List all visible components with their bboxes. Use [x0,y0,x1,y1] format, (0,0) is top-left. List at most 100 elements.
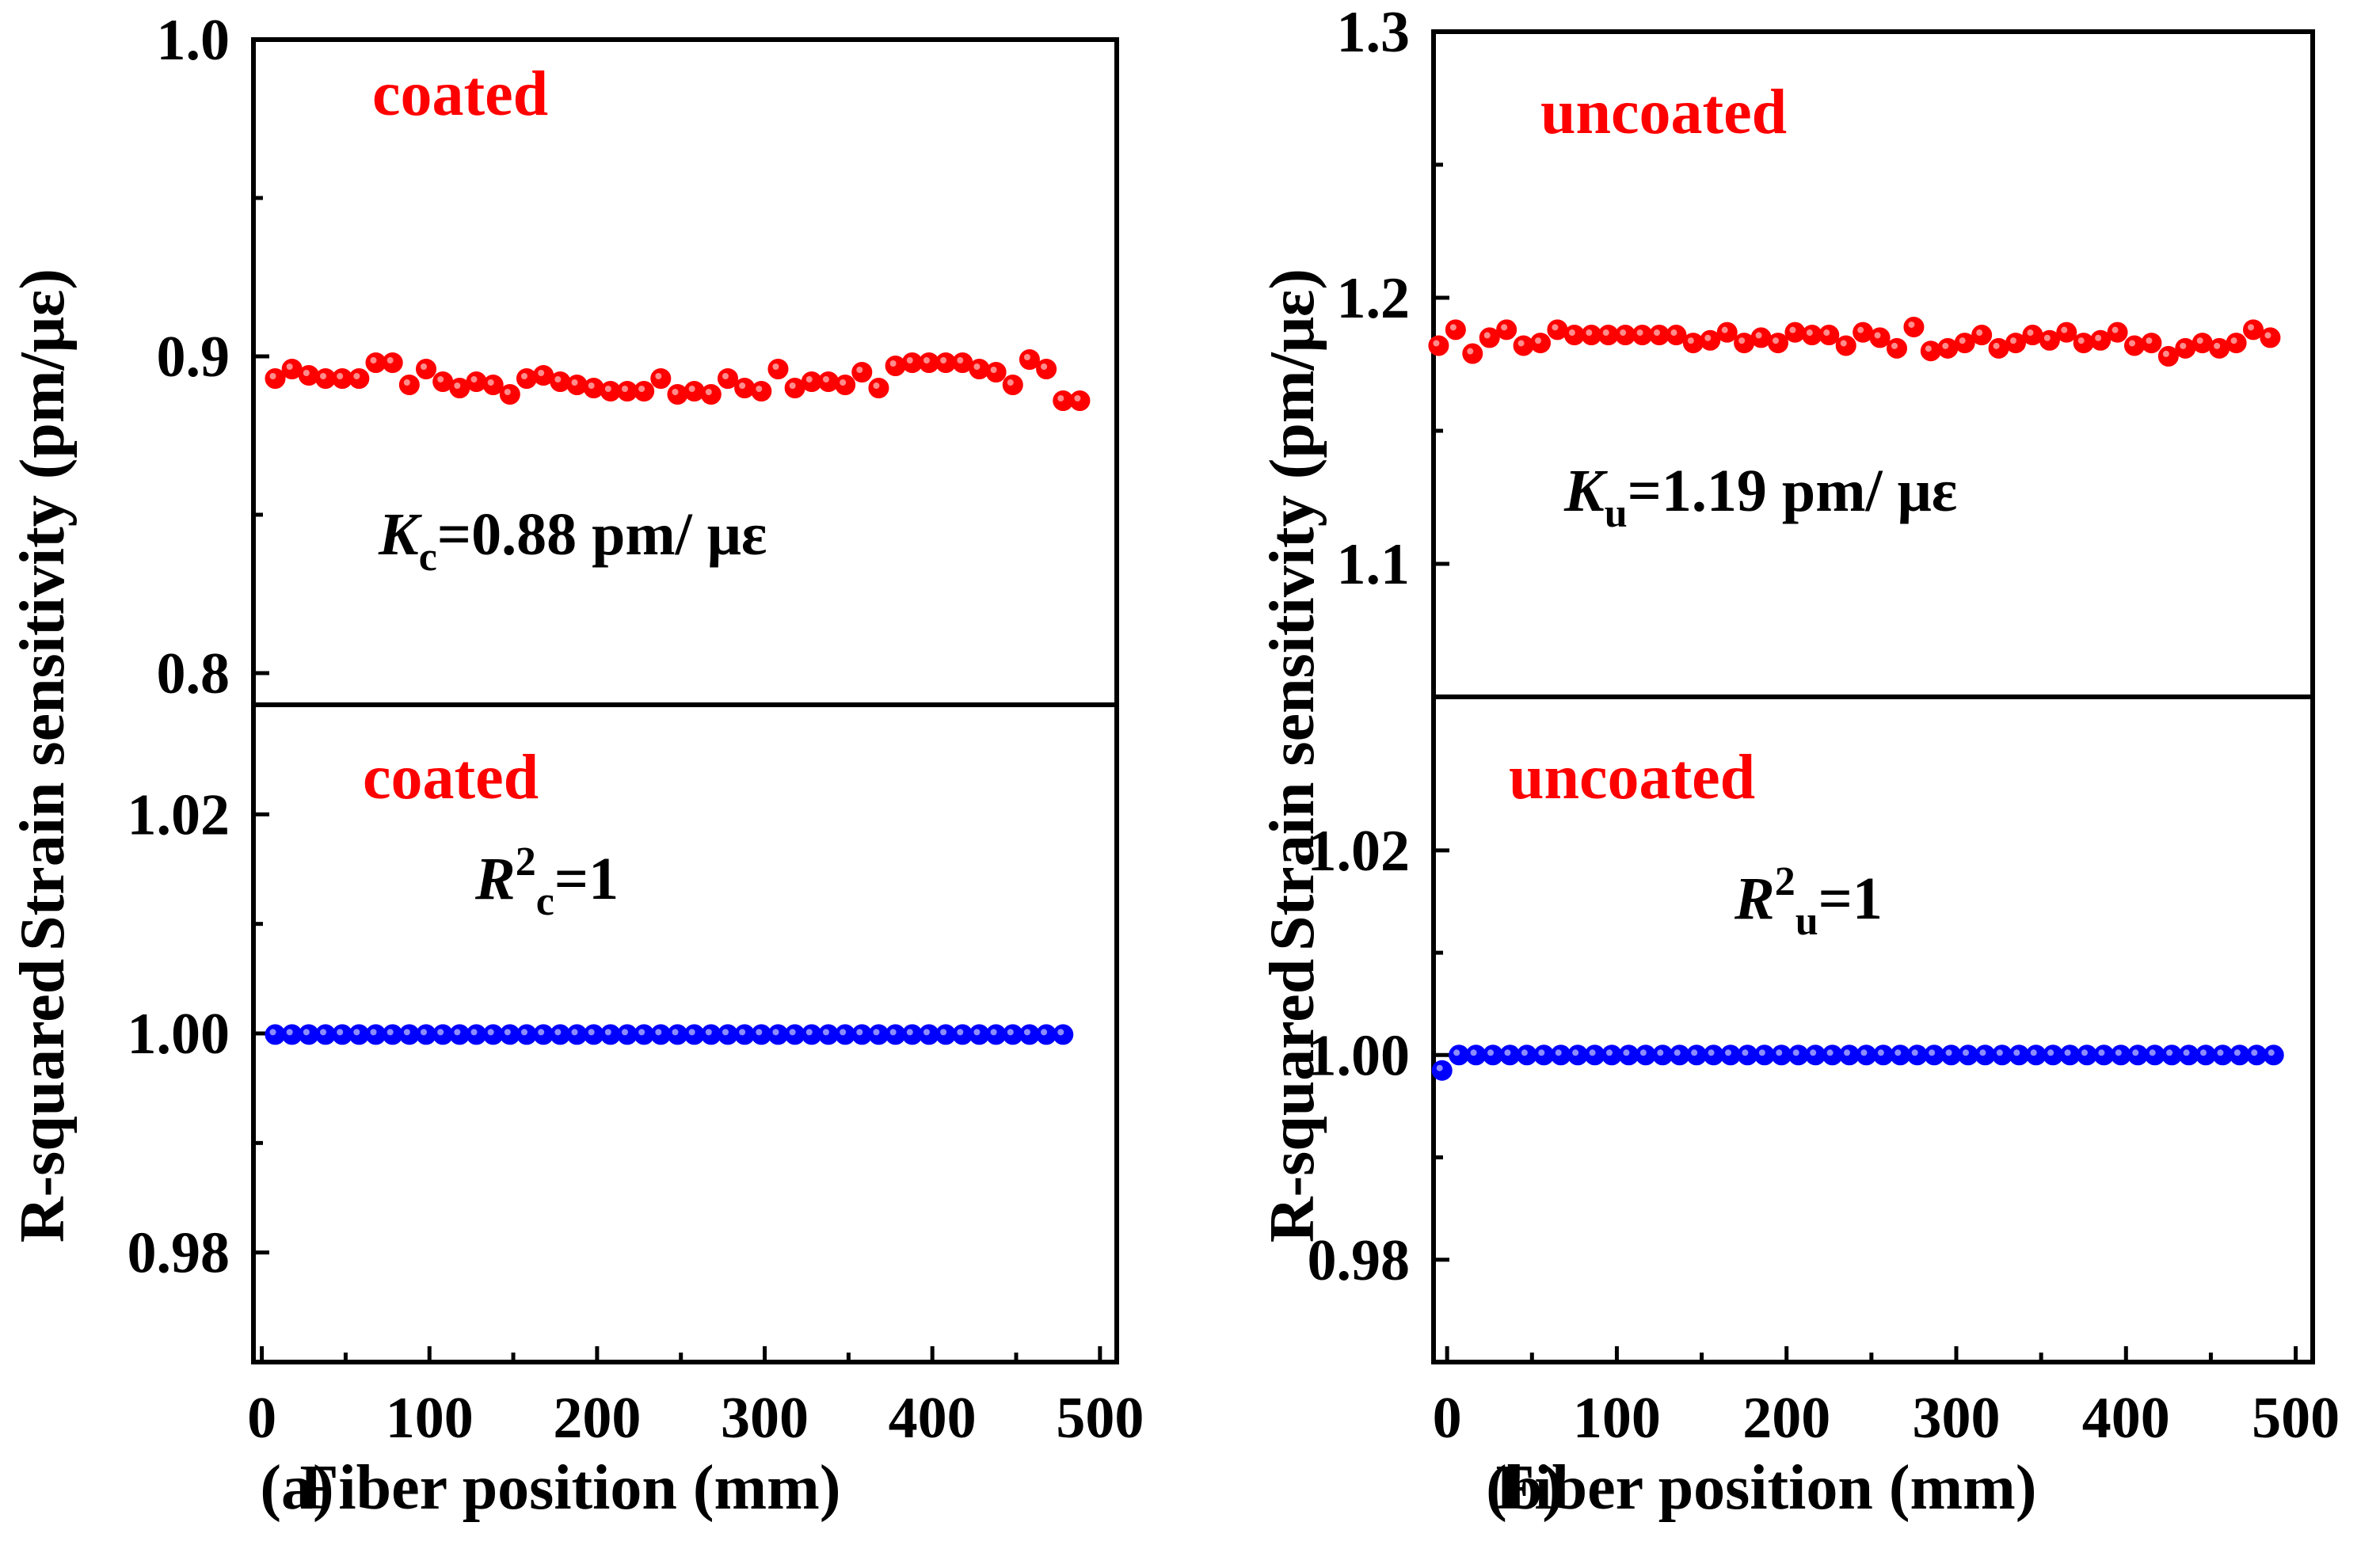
data-point-highlight [454,1029,461,1036]
data-point [1601,1045,1622,1066]
y-axis-label: R-squared [1258,959,1327,1243]
data-point [2093,1045,2115,1066]
data-point-highlight [840,379,847,386]
data-point [1036,359,1057,379]
data-point [1618,1045,1639,1066]
data-point [298,365,319,386]
data-point-highlight [2217,1049,2224,1056]
data-point-highlight [1470,1049,1477,1056]
data-point-highlight [538,370,545,376]
data-point [566,375,588,395]
data-point-highlight [1844,1049,1850,1056]
data-point-highlight [1725,1049,1731,1056]
data-point [398,375,420,395]
data-point [2178,1045,2199,1066]
data-point [1533,1045,1555,1066]
data-point-highlight [2047,1049,2054,1056]
data-point-highlight [1057,395,1064,401]
data-point-highlight [805,376,813,382]
annotation-variable: R [1734,866,1775,932]
data-point-highlight [957,357,964,363]
data-point [2161,1045,2183,1066]
data-point [516,368,537,389]
data-point [717,368,738,389]
data-point-highlight [2149,1049,2156,1056]
data-point-highlight [705,1029,712,1036]
annotation-variable: R [474,846,516,912]
data-point-highlight [655,373,662,379]
y-tick-label: 0.98 [1308,1228,1411,1293]
data-point-highlight [370,357,377,363]
data-point-highlight [840,1029,847,1036]
data-point [684,381,705,401]
y-tick-label: 1.00 [128,1002,230,1067]
data-point [2056,322,2077,343]
annotation-value: =1 [554,846,619,912]
data-point-highlight [990,1029,997,1036]
data-point-highlight [856,1029,863,1036]
data-point [1462,343,1483,364]
x-tick-label: 100 [386,1386,474,1451]
y-tick-label: 0.98 [128,1221,230,1286]
data-point-highlight [303,1029,310,1036]
data-point [2141,333,2162,354]
data-point [835,375,856,395]
y-tick-label: 1.0 [157,8,230,73]
data-point [416,359,436,379]
data-point-highlight [337,1029,344,1036]
data-point-highlight [1453,1049,1460,1056]
data-point-highlight [2196,337,2203,344]
y-tick-label: 1.2 [1337,266,1411,331]
data-point-highlight [1806,329,1813,337]
panel-label: (b) [1486,1453,1563,1523]
data-point [1499,1045,1521,1066]
data-point [1019,349,1040,370]
data-point [348,368,370,389]
data-point-highlight [2064,1049,2071,1056]
data-point [851,362,873,382]
data-point [1615,325,1636,346]
data-point [1788,1045,1809,1066]
data-point-highlight [739,1029,746,1036]
data-point-highlight [1874,332,1881,339]
data-point [1940,1045,1962,1066]
data-point-highlight [739,382,746,389]
x-tick-label: 300 [1913,1386,2001,1451]
data-point [1649,325,1670,346]
x-tick-label: 200 [553,1386,641,1451]
data-point-highlight [1708,1049,1715,1056]
data-point [2175,337,2196,359]
y-axis-label: Strain sensitivity (pm/με) [8,268,78,951]
data-point [734,378,756,398]
data-point-highlight [2233,1049,2241,1056]
data-point-highlight [1996,1049,2003,1056]
data-point [1666,325,1687,346]
data-point [667,384,688,405]
data-point-highlight [1674,1049,1681,1056]
data-point [583,378,604,398]
data-point [1771,1045,1792,1066]
data-point-highlight [889,360,897,367]
x-tick-label: 200 [1742,1386,1830,1451]
x-tick-label: 500 [1056,1386,1144,1451]
data-point-highlight [1517,340,1525,347]
data-point [2246,1045,2268,1066]
annotation-variable: K [1563,458,1608,524]
fit-annotation: Kc=0.88 pm/ με [378,501,767,580]
data-point [1853,322,1874,343]
fit-annotation: R2u=1 [1734,859,1883,944]
data-point-highlight [1738,337,1746,344]
data-point-highlight [772,1029,779,1036]
data-point [2212,1045,2233,1066]
data-point-highlight [688,386,695,392]
data-point-highlight [437,1029,444,1036]
y-axis-label: R-squared [8,959,78,1243]
data-point [2073,333,2094,354]
data-point-highlight [1721,326,1728,333]
data-point-highlight [1487,1049,1494,1056]
annotation-value: =1.19 pm/ με [1628,458,1958,524]
data-point [1991,1045,2013,1066]
data-point [1822,1045,1843,1066]
data-point [1869,327,1891,348]
